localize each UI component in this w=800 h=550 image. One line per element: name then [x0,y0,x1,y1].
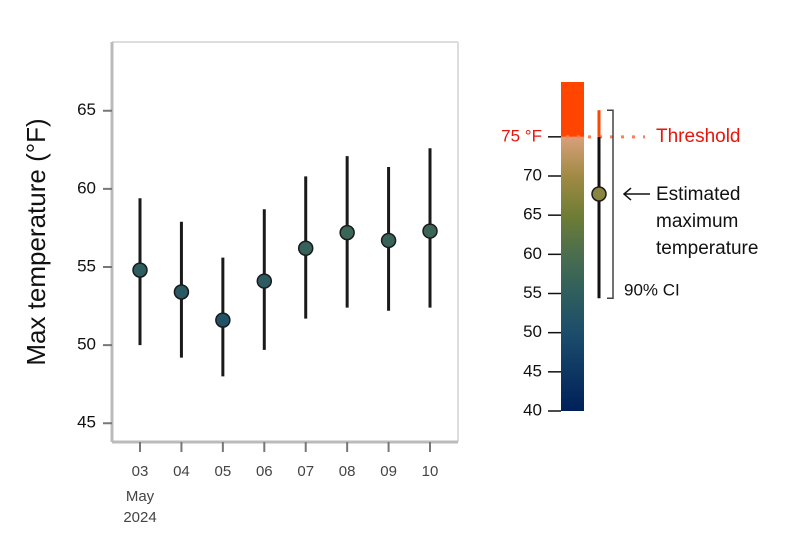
y-tick-label: 50 [77,335,96,354]
example-label: Estimated [656,184,740,205]
x-tick-label: 05 [215,463,232,480]
point [422,223,438,239]
x-tick-label: 03 [132,463,149,480]
x-tick-label: 08 [339,463,356,480]
x-sublabel: May [126,488,155,505]
colorbar-above [561,82,584,137]
legend-tick-label: 75 °F [501,126,542,145]
legend-tick-label: 50 [523,322,542,341]
y-tick-label: 55 [77,256,96,275]
ci-bracket [607,109,614,299]
ci-label: 90% CI [624,281,680,300]
threshold-label: Threshold [656,126,741,147]
point [173,284,190,300]
legend-tick-label: 65 [523,205,542,224]
point [256,273,273,289]
point [339,224,355,241]
x-tick-label: 09 [380,463,397,480]
legend-tick-label: 45 [523,361,542,380]
x-tick-label: 06 [256,463,273,480]
x-sublabel: 2024 [123,509,156,526]
point [215,312,231,328]
example-point [591,186,607,202]
colorbar [561,136,584,412]
x-tick-label: 10 [422,463,439,480]
x-tick-label: 04 [173,463,190,480]
arrow [622,187,650,201]
example-label: maximum [656,211,738,232]
legend-tick-label: 55 [523,283,542,302]
point [132,262,148,278]
legend-tick-label: 70 [523,165,542,184]
y-tick-label: 65 [77,100,96,119]
example-label: temperature [656,238,758,259]
legend-tick-label: 60 [523,244,542,263]
y-tick-label: 60 [77,178,96,197]
y-tick-label: 45 [77,413,96,432]
point [380,232,397,249]
x-tick-label: 07 [297,463,314,480]
y-axis-label: Max temperature (°F) [21,118,51,365]
legend-tick-label: 40 [523,400,542,419]
point [297,240,314,256]
